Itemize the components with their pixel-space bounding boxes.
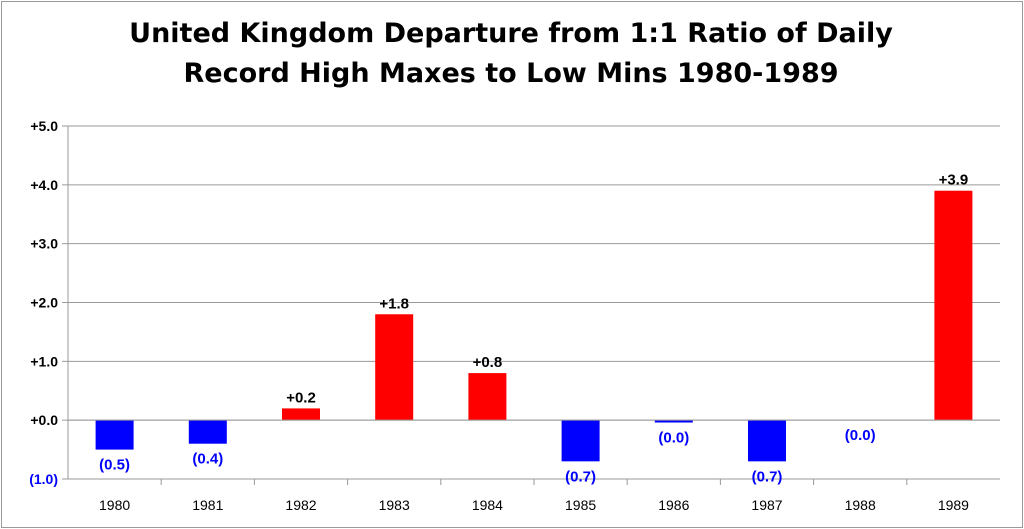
data-label-1987: (0.7) (752, 468, 783, 485)
x-tick-label: 1984 (472, 497, 503, 513)
x-axis: 1980 1981 1982 1983 1984 1985 1986 1987 1988 1989 (68, 419, 1000, 513)
bars (95, 190, 973, 462)
y-tick-label: +2.0 (30, 295, 58, 311)
x-tick-label: 1981 (192, 497, 223, 513)
bar-1981 (188, 420, 227, 444)
data-label-1985: (0.7) (565, 468, 596, 485)
data-labels: (0.5) (0.4) +0.2 +1.8 +0.8 (0.7) (0.0) (0.7) (0.… (99, 172, 968, 486)
data-label-1986: (0.0) (658, 430, 689, 447)
bar-1985 (561, 420, 600, 462)
chart-title-line-1: United Kingdom Departure from 1:1 Ratio … (129, 18, 893, 49)
x-tick-label: 1989 (938, 497, 969, 513)
data-label-1988: (0.0) (845, 427, 876, 444)
x-tick-label: 1988 (845, 497, 876, 513)
data-label-1983: +1.8 (379, 295, 409, 312)
y-tick-label: +0.0 (30, 412, 58, 428)
bar-1989 (934, 190, 973, 421)
x-tick-label: 1983 (379, 497, 410, 513)
data-label-1989: +3.9 (939, 172, 969, 189)
y-axis: +5.0 +4.0 +3.0 +2.0 +1.0 +0.0 (1.0) (29, 118, 69, 487)
chart-title: United Kingdom Departure from 1:1 Ratio … (0, 14, 1022, 94)
x-tick-label: 1986 (658, 497, 689, 513)
y-tick-label: +3.0 (30, 236, 58, 252)
x-tick-label: 1987 (751, 497, 782, 513)
y-tick-label: +5.0 (30, 118, 58, 134)
x-tick-label: 1985 (565, 497, 596, 513)
chart-title-line-2: Record High Maxes to Low Mins 1980-1989 (183, 58, 839, 89)
x-tick-label: 1982 (285, 497, 316, 513)
bar-1980 (95, 420, 134, 450)
y-tick-label: (1.0) (29, 471, 58, 487)
y-tick-label: +4.0 (30, 177, 58, 193)
data-label-1980: (0.5) (99, 457, 130, 474)
data-label-1984: +0.8 (473, 354, 503, 371)
data-label-1982: +0.2 (286, 389, 316, 406)
bar-1983 (375, 314, 414, 421)
bar-1984 (468, 373, 507, 421)
data-label-1981: (0.4) (192, 451, 223, 468)
bar-1982 (282, 408, 320, 421)
y-tick-label: +1.0 (30, 353, 58, 369)
bar-1986 (654, 420, 693, 423)
bar-1987 (748, 420, 786, 462)
x-tick-label: 1980 (99, 497, 130, 513)
